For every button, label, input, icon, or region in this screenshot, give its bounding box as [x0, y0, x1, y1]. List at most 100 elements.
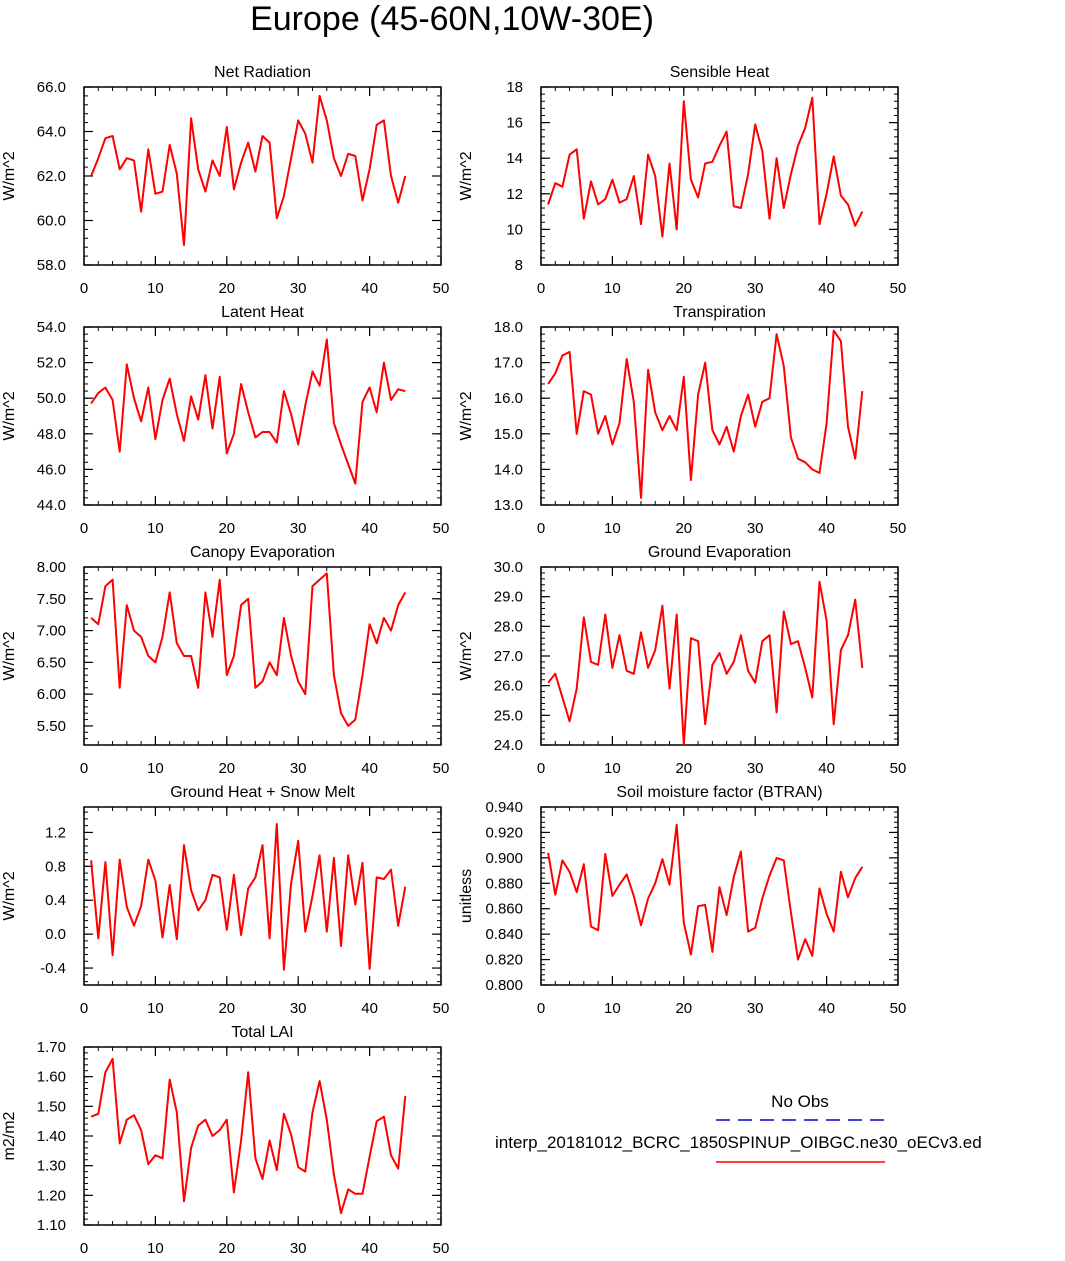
y-tick-label: 0.920	[485, 824, 523, 841]
x-tick-label: 40	[361, 280, 378, 297]
y-tick-label: 60.0	[37, 213, 66, 230]
y-tick-label: 14	[506, 150, 523, 167]
y-tick-label: 27.0	[494, 648, 523, 665]
x-tick-label: 0	[537, 520, 545, 537]
y-axis-label: W/m^2	[1, 151, 18, 200]
y-axis-label: W/m^2	[1, 631, 18, 680]
y-tick-label: 17.0	[494, 355, 523, 372]
y-tick-label: 58.0	[37, 257, 66, 274]
y-tick-label: 29.0	[494, 589, 523, 606]
x-tick-label: 10	[147, 520, 164, 537]
series-line	[90, 338, 406, 485]
y-tick-label: 1.10	[37, 1217, 66, 1234]
y-tick-label: 1.50	[37, 1098, 66, 1115]
panel-title: Sensible Heat	[670, 64, 770, 81]
x-tick-label: 0	[80, 1000, 88, 1017]
panel-title: Ground Heat + Snow Melt	[170, 784, 355, 801]
panel-total-lai: Total LAI 0 10 20 30 40 50 1.10 1.20 1.30 1.40 1.50…	[1, 1024, 449, 1257]
y-axis-label: m2/m2	[1, 1111, 18, 1160]
panel-title: Latent Heat	[221, 304, 304, 321]
y-tick-label: 0.860	[485, 901, 523, 918]
y-tick-label: 16	[506, 115, 523, 132]
y-axis-label: unitless	[458, 869, 475, 923]
y-tick-label: 6.00	[37, 686, 66, 703]
y-tick-label: 7.50	[37, 591, 66, 608]
y-tick-label: 30.0	[494, 559, 523, 576]
figure-title: Europe (45-60N,10W-30E)	[250, 0, 654, 38]
y-tick-label: 8	[515, 257, 523, 274]
legend-model-label: interp_20181012_BCRC_1850SPINUP_OIBGC.ne…	[495, 1133, 982, 1152]
x-tick-label: 50	[890, 760, 907, 777]
panel-title: Total LAI	[231, 1024, 293, 1041]
x-tick-label: 30	[290, 520, 307, 537]
y-tick-label: 0.900	[485, 850, 523, 867]
y-tick-label: 48.0	[37, 426, 66, 443]
y-axis-label: W/m^2	[1, 871, 18, 920]
series-line	[90, 572, 407, 727]
x-tick-label: 50	[433, 760, 450, 777]
x-tick-label: 30	[290, 280, 307, 297]
x-tick-label: 50	[433, 280, 450, 297]
x-tick-label: 30	[290, 1240, 307, 1257]
y-tick-label: 0.840	[485, 926, 523, 943]
x-tick-label: 40	[818, 760, 835, 777]
y-tick-label: 44.0	[37, 497, 66, 514]
y-tick-label: 0.4	[45, 892, 66, 909]
y-axis-label: W/m^2	[458, 631, 475, 680]
x-tick-label: 10	[147, 1000, 164, 1017]
y-tick-label: 6.50	[37, 654, 66, 671]
x-tick-label: 20	[675, 520, 692, 537]
x-tick-label: 20	[218, 280, 235, 297]
y-tick-label: 66.0	[37, 79, 66, 96]
panels: Net Radiation 0 10 20 30 40 50 58.0 60.0 62.0 64.0…	[1, 64, 906, 1257]
x-tick-label: 20	[218, 760, 235, 777]
x-tick-label: 0	[80, 280, 88, 297]
panel-transpiration: Transpiration 0 10 20 30 40 50 13.0 14.0 15.0 16.0…	[458, 304, 906, 537]
x-tick-label: 40	[818, 1000, 835, 1017]
x-tick-label: 10	[147, 760, 164, 777]
x-tick-label: 20	[218, 1240, 235, 1257]
x-tick-label: 40	[361, 1000, 378, 1017]
panel-ground-heat-snow-melt: Ground Heat + Snow Melt 0 10 20 30 40 50 -0.4 0.…	[1, 784, 449, 1017]
legend: No Obs interp_20181012_BCRC_1850SPINUP_O…	[495, 1092, 982, 1163]
panel-title: Soil moisture factor (BTRAN)	[616, 784, 822, 801]
x-tick-label: 50	[433, 1000, 450, 1017]
panel-canopy-evaporation: Canopy Evaporation 0 10 20 30 40 50 5.50 6.00 6.5…	[1, 544, 449, 777]
plot-frame	[83, 326, 442, 506]
y-tick-label: 1.2	[45, 824, 66, 841]
series-line	[90, 823, 407, 971]
x-tick-label: 20	[675, 760, 692, 777]
x-tick-label: 10	[604, 1000, 621, 1017]
y-axis-label: W/m^2	[1, 391, 18, 440]
x-tick-label: 50	[890, 280, 907, 297]
x-tick-label: 40	[818, 520, 835, 537]
x-tick-label: 50	[890, 520, 907, 537]
y-tick-label: 1.20	[37, 1187, 66, 1204]
y-tick-label: 25.0	[494, 707, 523, 724]
y-tick-label: 26.0	[494, 678, 523, 695]
x-tick-label: 0	[537, 280, 545, 297]
y-tick-label: 0.0	[45, 926, 66, 943]
y-tick-label: 5.50	[37, 718, 66, 735]
series-line	[547, 823, 864, 961]
y-axis-label: W/m^2	[458, 391, 475, 440]
panel-title: Ground Evaporation	[648, 544, 791, 561]
series-line	[547, 580, 864, 745]
y-tick-label: 0.800	[485, 977, 523, 994]
y-tick-label: 1.60	[37, 1069, 66, 1086]
y-axis-label: W/m^2	[458, 151, 475, 200]
x-tick-label: 30	[290, 760, 307, 777]
y-tick-label: 0.8	[45, 858, 66, 875]
y-tick-label: 54.0	[37, 319, 66, 336]
y-tick-label: 52.0	[37, 355, 66, 372]
panel-soil-moisture-factor-btran: Soil moisture factor (BTRAN) 0 10 20 30 40 50 0…	[458, 784, 906, 1017]
x-tick-label: 30	[290, 1000, 307, 1017]
x-tick-label: 30	[747, 280, 764, 297]
y-tick-label: 12	[506, 186, 523, 203]
x-tick-label: 20	[675, 1000, 692, 1017]
x-tick-label: 40	[361, 1240, 378, 1257]
x-tick-label: 40	[361, 760, 378, 777]
panel-title: Canopy Evaporation	[190, 544, 335, 561]
y-tick-label: 1.70	[37, 1039, 66, 1056]
x-tick-label: 0	[80, 520, 88, 537]
